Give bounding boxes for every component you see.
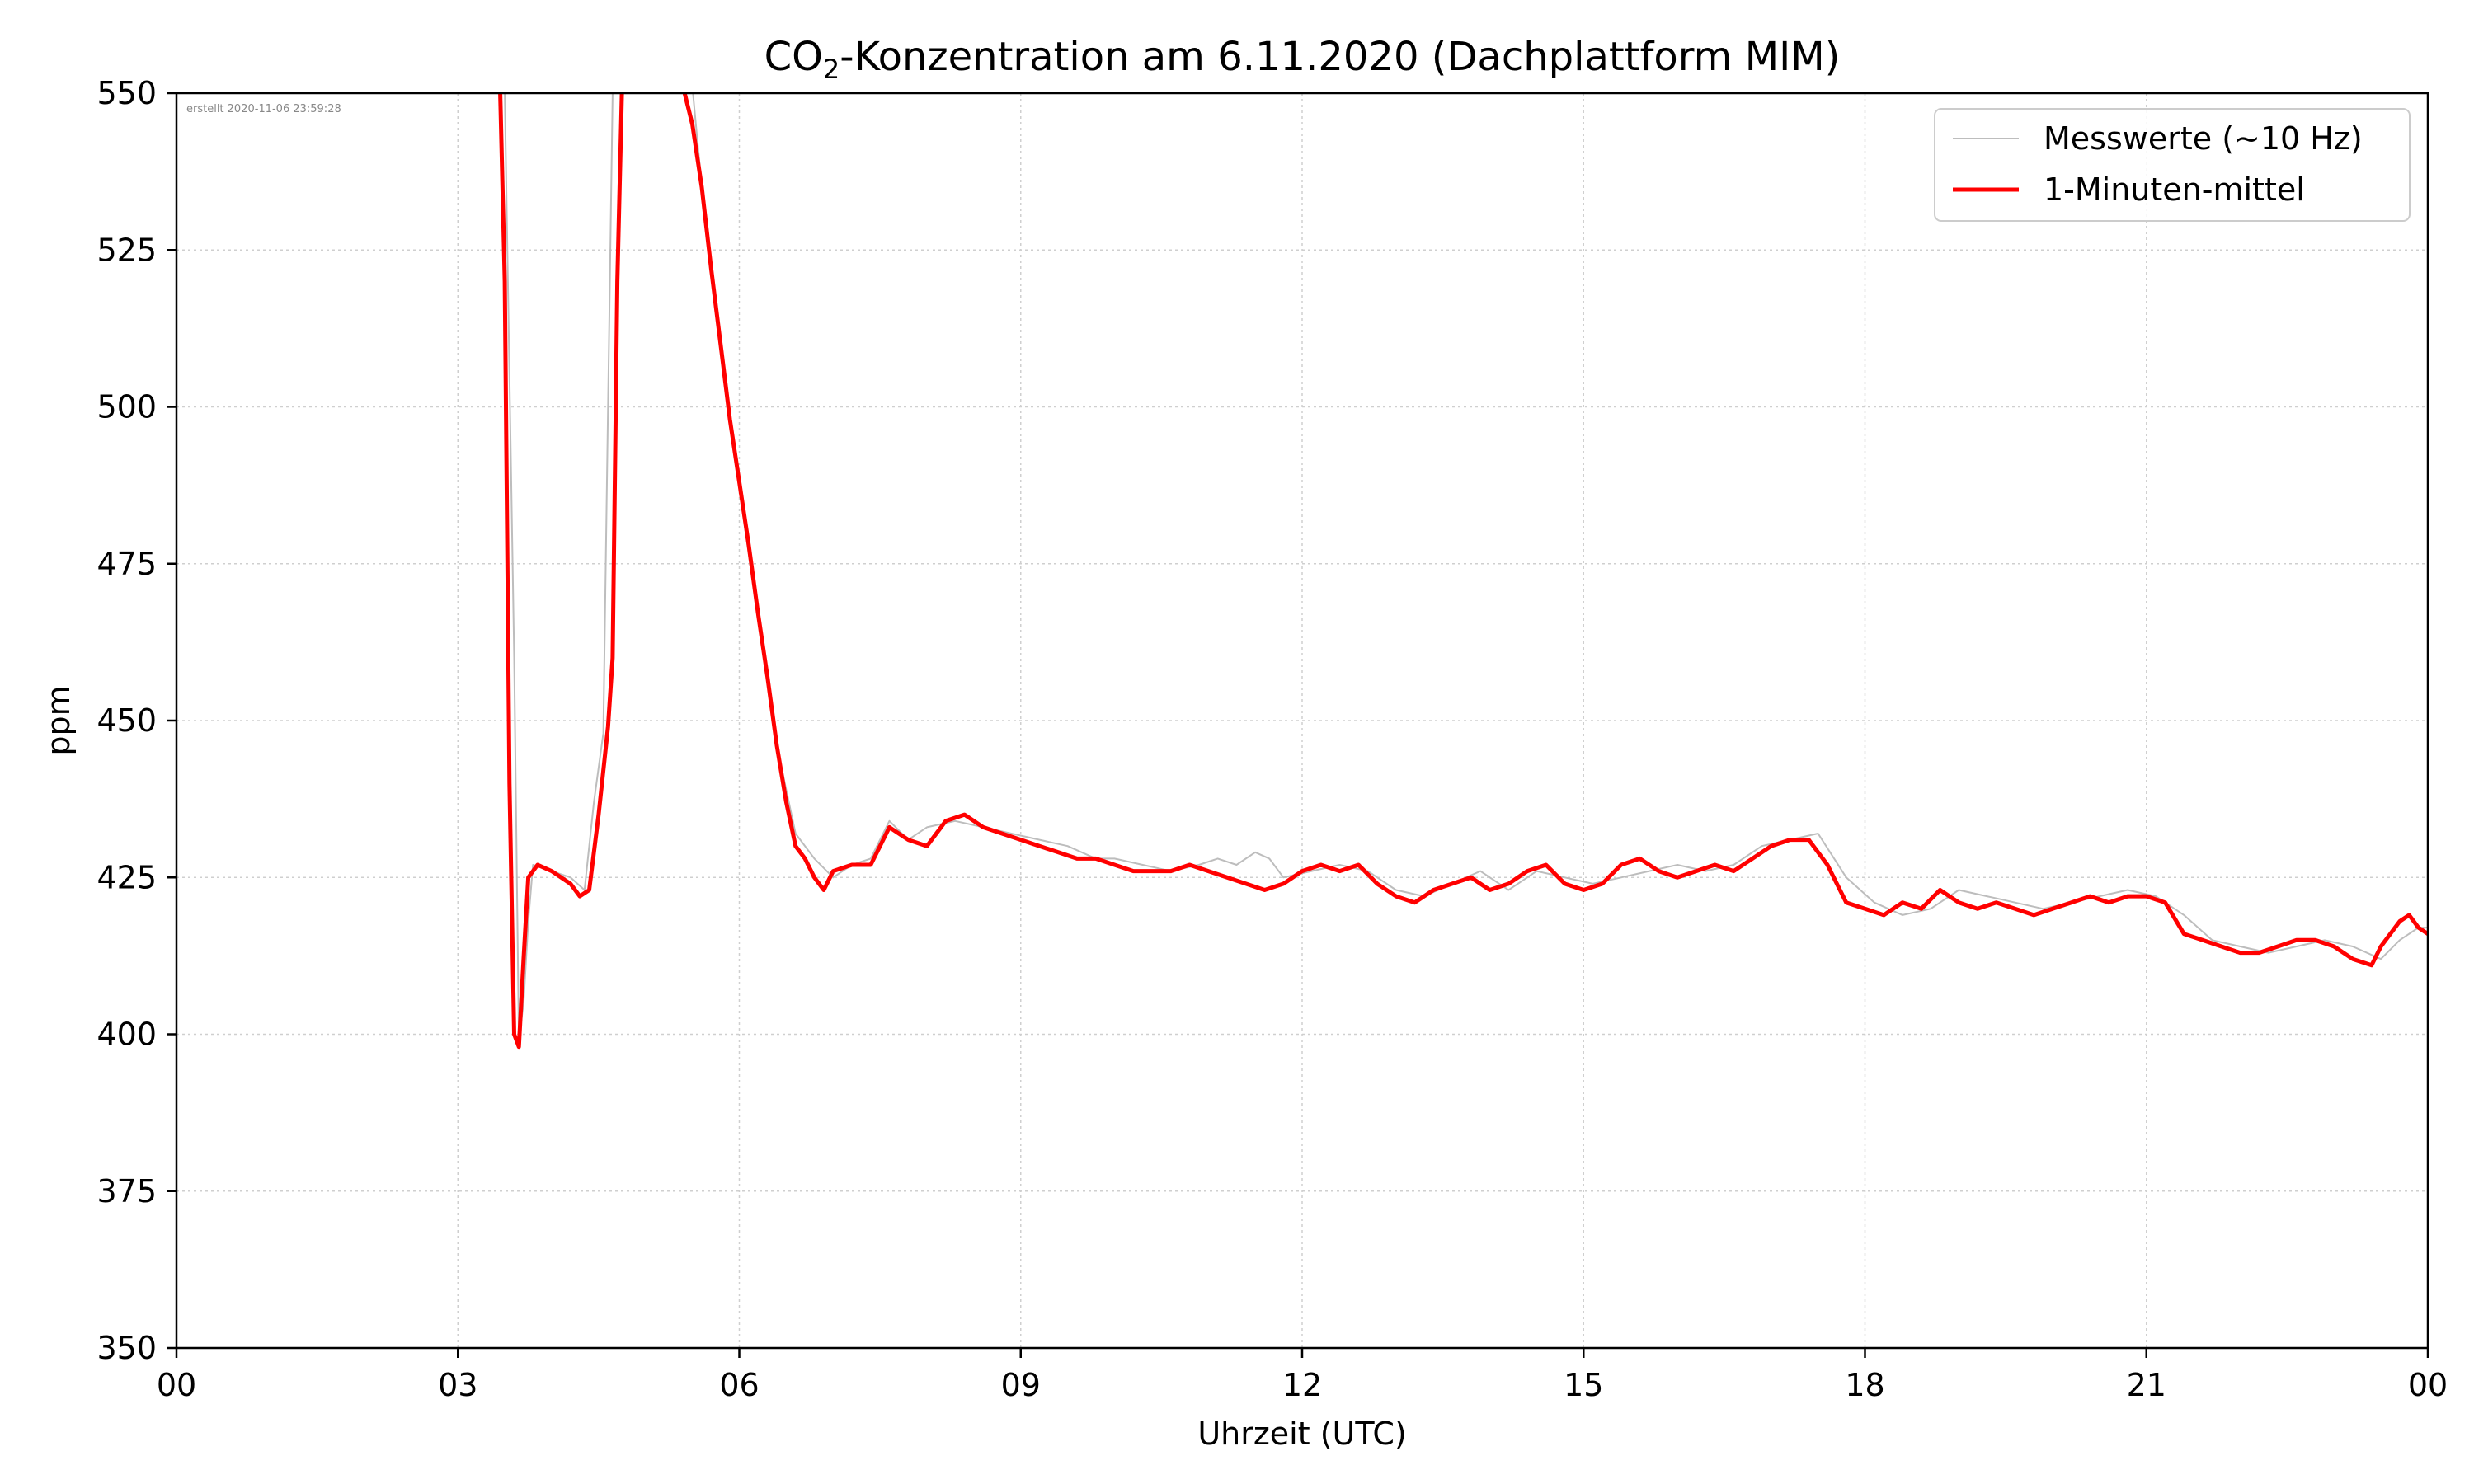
x-tick-label: 06 [719, 1367, 759, 1403]
x-tick-label: 03 [438, 1367, 477, 1403]
y-tick-label: 350 [96, 1330, 157, 1366]
chart-title: CO2-Konzentration am 6.11.2020 (Dachplat… [764, 34, 1841, 85]
x-tick-label: 00 [157, 1367, 196, 1403]
y-tick-label: 475 [96, 546, 157, 582]
x-tick-label: 15 [1564, 1367, 1603, 1403]
x-axis-label: Uhrzeit (UTC) [1197, 1416, 1406, 1452]
legend-label-measurements: Messwerte (~10 Hz) [2044, 120, 2363, 157]
series-minute-mean-line [498, 93, 2428, 1050]
y-tick-label: 375 [96, 1173, 157, 1209]
y-axis-ticks: 350 375 400 425 450 475 500 525 550 [96, 75, 176, 1366]
x-tick-label: 12 [1282, 1367, 1322, 1403]
chart-title-suffix: -Konzentration am 6.11.2020 (Dachplattfo… [840, 34, 1840, 80]
x-tick-label: 00 [2408, 1367, 2448, 1403]
y-tick-label: 450 [96, 702, 157, 739]
series-layer [498, 93, 2428, 1050]
y-axis-label: ppm [40, 685, 77, 755]
chart-title-prefix: CO [764, 34, 823, 80]
x-axis-ticks: 00 03 06 09 12 15 18 21 00 [157, 1348, 2448, 1403]
legend: Messwerte (~10 Hz) 1-Minuten-mittel [1934, 108, 2411, 222]
legend-box [1934, 108, 2411, 222]
y-tick-label: 500 [96, 389, 157, 425]
y-tick-label: 425 [96, 859, 157, 895]
legend-label-minute-mean: 1-Minuten-mittel [2044, 171, 2305, 208]
y-tick-label: 525 [96, 232, 157, 268]
chart-title-subscript: 2 [823, 54, 840, 85]
x-tick-label: 21 [2127, 1367, 2166, 1403]
y-tick-label: 400 [96, 1017, 157, 1053]
x-tick-label: 18 [1845, 1367, 1884, 1403]
created-note: erstellt 2020-11-06 23:59:28 [186, 103, 341, 115]
x-tick-label: 09 [1001, 1367, 1041, 1403]
y-tick-label: 550 [96, 75, 157, 111]
